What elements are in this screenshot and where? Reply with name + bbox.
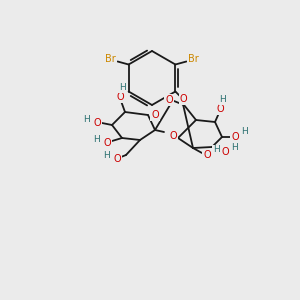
Text: O: O xyxy=(103,138,111,148)
Text: O: O xyxy=(216,104,224,114)
Text: H: H xyxy=(220,95,226,104)
Text: H: H xyxy=(213,146,219,154)
Text: Br: Br xyxy=(188,55,199,64)
Text: O: O xyxy=(169,131,177,141)
Text: O: O xyxy=(93,118,101,128)
Text: Br: Br xyxy=(105,55,116,64)
Text: O: O xyxy=(165,95,173,105)
Text: O: O xyxy=(151,110,159,120)
Text: H: H xyxy=(84,115,90,124)
Text: H: H xyxy=(103,152,110,160)
Text: H: H xyxy=(118,83,125,92)
Text: O: O xyxy=(180,94,187,104)
Text: O: O xyxy=(113,154,121,164)
Text: O: O xyxy=(203,150,211,160)
Text: H: H xyxy=(231,142,237,152)
Text: O: O xyxy=(231,132,239,142)
Text: H: H xyxy=(94,136,100,145)
Text: O: O xyxy=(221,147,229,157)
Text: O: O xyxy=(116,92,124,102)
Text: H: H xyxy=(241,128,248,136)
